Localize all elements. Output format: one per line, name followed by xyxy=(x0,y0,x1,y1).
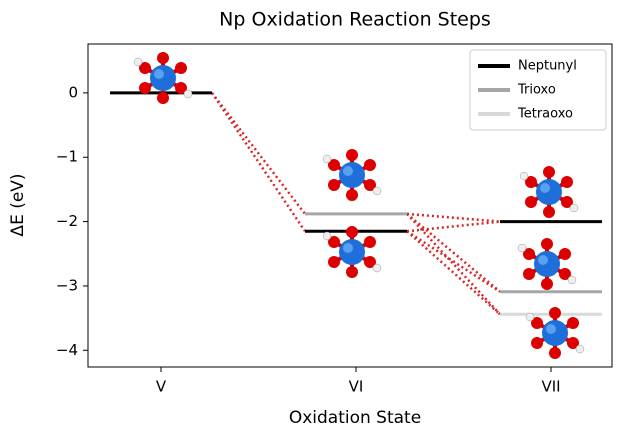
y-tick-label: 0 xyxy=(68,83,78,101)
connector xyxy=(212,93,305,214)
legend-label: Tetraoxo xyxy=(517,107,573,122)
legend: Neptunyl Trioxo Tetraoxo xyxy=(470,50,606,130)
legend-label: Neptunyl xyxy=(518,59,577,74)
x-tick-label: VI xyxy=(349,378,364,396)
x-tick-label: VII xyxy=(541,378,560,396)
chart-title: Np Oxidation Reaction Steps xyxy=(219,9,491,31)
legend-label: Trioxo xyxy=(517,83,556,98)
chart: Np Oxidation Reaction Steps Oxidation St… xyxy=(0,0,622,431)
x-tick-label: V xyxy=(156,378,167,396)
y-tick-label: −3 xyxy=(56,276,78,294)
connector xyxy=(407,214,500,222)
connector xyxy=(407,231,500,291)
y-tick-label: −4 xyxy=(56,341,78,359)
y-axis-label: ΔE (eV) xyxy=(8,173,28,236)
connector xyxy=(407,231,500,314)
connector xyxy=(212,93,305,231)
y-tick-label: −1 xyxy=(56,148,78,166)
connector xyxy=(407,214,500,314)
y-tick-label: −2 xyxy=(56,212,78,230)
x-axis-label: Oxidation State xyxy=(289,408,421,428)
